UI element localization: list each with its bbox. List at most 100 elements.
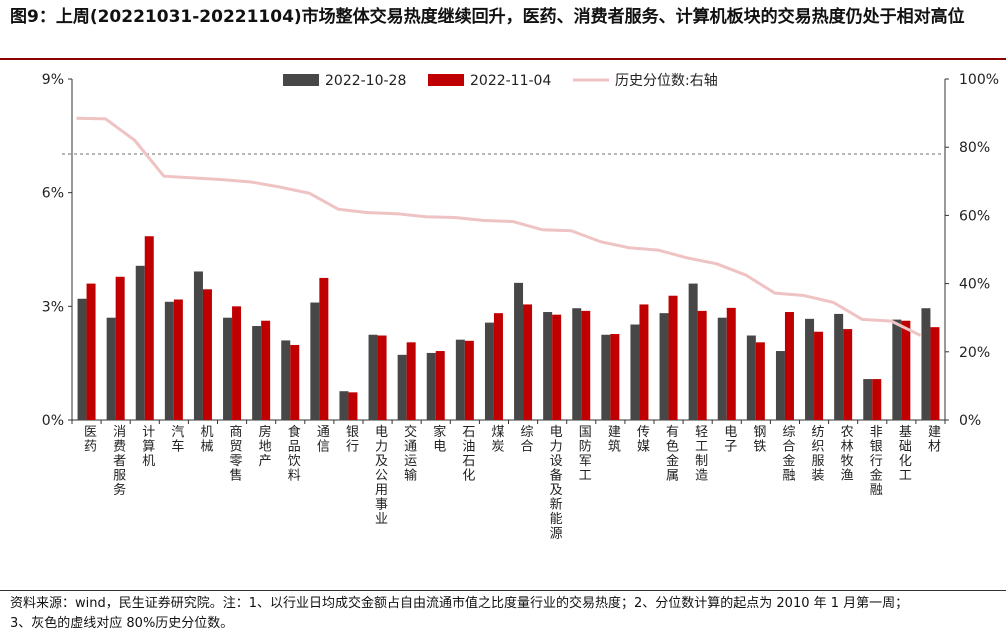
bar-2022-10-28	[659, 313, 669, 420]
bar-2022-10-28	[106, 317, 116, 420]
chart-axes: 0% 3% 6% 9% 0% 20% 40% 60% 80% 100%	[42, 72, 999, 429]
category-label: 农林牧渔	[841, 425, 854, 484]
category-label: 煤炭	[491, 425, 504, 455]
bar-2022-11-04	[493, 313, 503, 420]
y-tick-left-label: 3%	[42, 299, 64, 315]
category-label: 综合金融	[782, 425, 795, 484]
category-label: 国防军工	[579, 425, 592, 484]
bar-2022-11-04	[319, 277, 329, 420]
category-label: 有色金属	[666, 425, 679, 484]
y-tick-right-label: 60%	[959, 208, 990, 224]
category-label: 非银行金融	[870, 425, 883, 498]
bar-2022-10-28	[455, 339, 465, 420]
bar-2022-11-04	[814, 331, 824, 420]
category-label: 钢铁	[753, 425, 766, 455]
bar-2022-10-28	[543, 312, 553, 420]
bar-2022-11-04	[261, 320, 271, 420]
bar-2022-10-28	[514, 282, 524, 420]
y-tick-right-label: 0%	[959, 413, 981, 429]
chart-title: 图9：上周(20221031-20221104)市场整体交易热度继续回升，医药、…	[10, 7, 965, 27]
bar-2022-10-28	[601, 334, 611, 420]
bar-2022-10-28	[805, 318, 815, 420]
bar-2022-10-28	[310, 302, 320, 420]
bar-2022-11-04	[435, 351, 445, 420]
category-label: 建材	[928, 425, 941, 455]
category-label: 传媒	[637, 425, 650, 455]
bar-2022-10-28	[746, 335, 756, 420]
category-label: 银行	[346, 425, 359, 455]
chart-legend: 2022-10-28 2022-11-04 历史分位数:右轴	[283, 73, 718, 89]
percentile-line	[76, 116, 922, 337]
bar-2022-11-04	[290, 344, 300, 420]
bar-2022-10-28	[368, 334, 378, 420]
category-label: 纺织服装	[812, 425, 825, 484]
bar-2022-11-04	[202, 289, 212, 420]
bar-2022-10-28	[630, 324, 640, 420]
bar-2022-10-28	[223, 317, 233, 420]
bar-2022-10-28	[164, 301, 174, 420]
y-tick-left-label: 9%	[42, 72, 64, 88]
bar-2022-11-04	[726, 307, 736, 420]
bar-2022-10-28	[863, 379, 873, 420]
category-label: 医药	[84, 425, 97, 455]
category-label: 建筑	[608, 425, 621, 455]
bar-2022-11-04	[173, 299, 183, 420]
legend-label: 2022-10-28	[325, 73, 406, 89]
category-label: 石油石化	[462, 425, 475, 484]
bar-2022-11-04	[552, 314, 562, 420]
y-tick-right-label: 20%	[959, 345, 990, 361]
bar-2022-10-28	[775, 351, 785, 420]
category-label: 基础化工	[899, 425, 912, 484]
bar-2022-11-04	[144, 236, 154, 420]
footer-divider	[0, 590, 1006, 591]
bar-2022-10-28	[688, 283, 698, 420]
legend-swatch	[428, 74, 464, 86]
bar-2022-11-04	[610, 333, 620, 420]
bar-2022-11-04	[901, 320, 911, 420]
bar-2022-10-28	[572, 308, 582, 420]
y-tick-right-label: 80%	[959, 140, 990, 156]
bar-2022-11-04	[86, 283, 96, 420]
chart-lines	[62, 116, 945, 337]
category-label: 计算机	[142, 425, 155, 469]
y-tick-right-label: 40%	[959, 277, 990, 293]
y-tick-left-label: 6%	[42, 186, 64, 202]
legend-label: 2022-11-04	[470, 73, 551, 89]
source-note: 资料来源：wind，民生证券研究院。注：1、以行业日均成交金额占自由流通市值之比…	[10, 594, 1000, 634]
bar-2022-11-04	[755, 342, 765, 420]
legend-label: 历史分位数:右轴	[615, 73, 718, 89]
bar-2022-11-04	[406, 342, 416, 420]
bar-2022-11-04	[232, 306, 242, 420]
category-label: 消费者服务	[113, 425, 126, 498]
category-label: 轻工制造	[695, 425, 708, 484]
bar-2022-11-04	[115, 276, 125, 420]
y-tick-right-label: 100%	[959, 72, 999, 88]
category-label: 交通运输	[404, 424, 417, 484]
category-label: 家电	[433, 424, 446, 455]
bar-2022-11-04	[581, 310, 591, 420]
bar-2022-11-04	[377, 335, 387, 420]
bar-2022-10-28	[252, 326, 262, 420]
chart-bars	[77, 236, 940, 420]
category-label: 食品饮料	[288, 424, 301, 484]
bar-2022-11-04	[639, 304, 649, 420]
category-label: 商贸零售	[230, 425, 243, 484]
bar-2022-11-04	[668, 295, 678, 420]
bar-2022-11-04	[697, 310, 707, 420]
bar-2022-10-28	[892, 319, 902, 420]
source-note-line-2: 3、灰色的虚线对应 80%历史分位数。	[10, 616, 234, 631]
bar-2022-10-28	[77, 298, 87, 420]
bar-2022-11-04	[784, 312, 794, 420]
bar-2022-10-28	[426, 352, 436, 420]
bar-2022-10-28	[339, 391, 349, 420]
bar-2022-10-28	[921, 308, 931, 420]
title-divider	[0, 58, 1006, 60]
bar-2022-11-04	[930, 327, 940, 420]
y-tick-left-label: 0%	[42, 413, 64, 429]
bar-2022-11-04	[843, 329, 853, 420]
source-note-line-1: 资料来源：wind，民生证券研究院。注：1、以行业日均成交金额占自由流通市值之比…	[10, 596, 909, 611]
category-label: 汽车	[171, 425, 184, 455]
bar-2022-10-28	[484, 322, 494, 420]
bar-2022-10-28	[281, 340, 291, 420]
